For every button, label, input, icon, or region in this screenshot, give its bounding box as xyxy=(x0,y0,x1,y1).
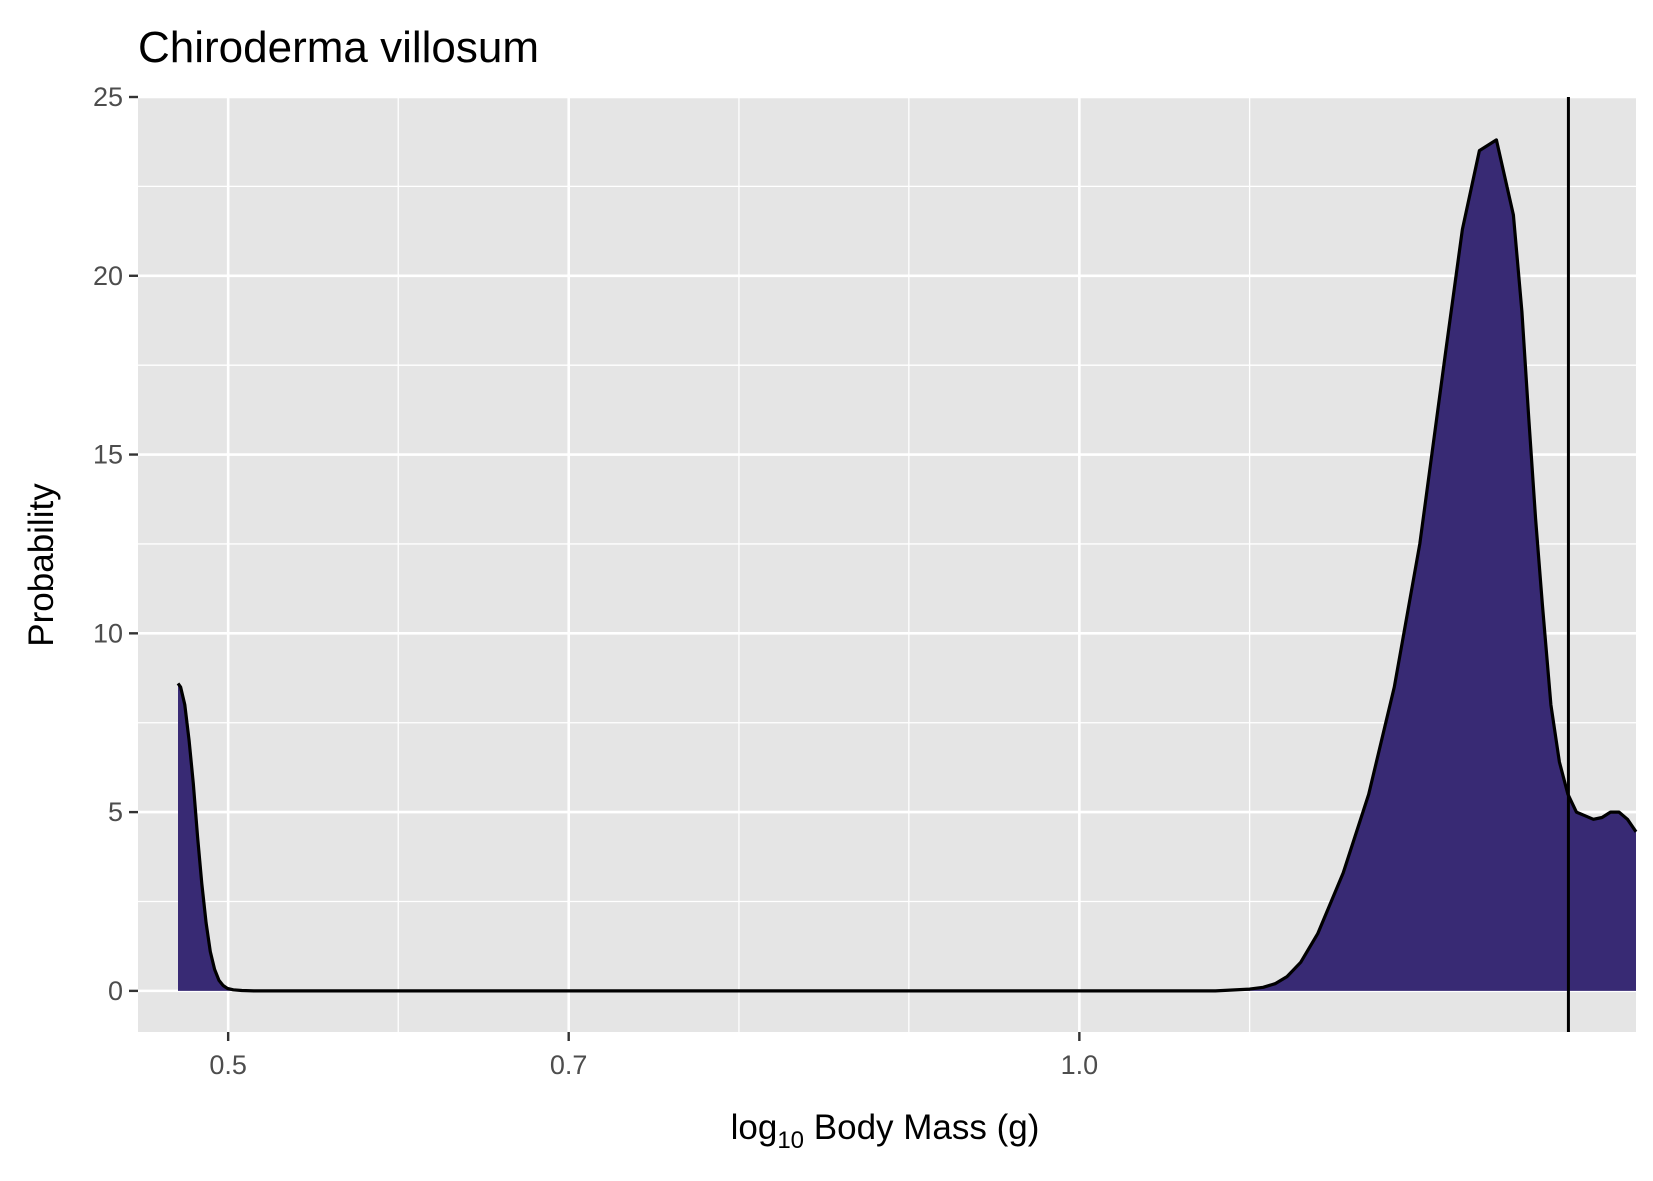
x-tick-label-2: 1.0 xyxy=(1061,1050,1099,1080)
plot-panel xyxy=(138,95,1638,1032)
y-axis-label: Probability xyxy=(22,483,61,647)
x-axis-label-subscript: 10 xyxy=(777,1127,804,1154)
chart-title: Chiroderma villosum xyxy=(138,23,539,72)
minor-gridlines xyxy=(138,97,1636,1032)
density-area xyxy=(178,139,1636,991)
x-axis: 0.5 0.7 1.0 xyxy=(209,1032,1098,1080)
x-axis-label-prefix: log xyxy=(731,1108,778,1147)
x-tick-label-0: 0.5 xyxy=(209,1050,247,1080)
y-tick-label-3: 15 xyxy=(93,440,123,470)
y-tick-label-0: 0 xyxy=(108,976,123,1006)
y-tick-label-2: 10 xyxy=(93,618,123,648)
y-tick-label-1: 5 xyxy=(108,797,123,827)
x-axis-label-suffix: Body Mass (g) xyxy=(804,1108,1039,1147)
density-line xyxy=(176,138,1638,993)
y-tick-label-5: 25 xyxy=(93,82,123,112)
x-tick-label-1: 0.7 xyxy=(550,1050,588,1080)
x-axis-label: log10 Body Mass (g) xyxy=(731,1108,1040,1154)
y-axis: 0 5 10 15 20 25 xyxy=(93,82,138,1006)
y-tick-label-4: 20 xyxy=(93,261,123,291)
